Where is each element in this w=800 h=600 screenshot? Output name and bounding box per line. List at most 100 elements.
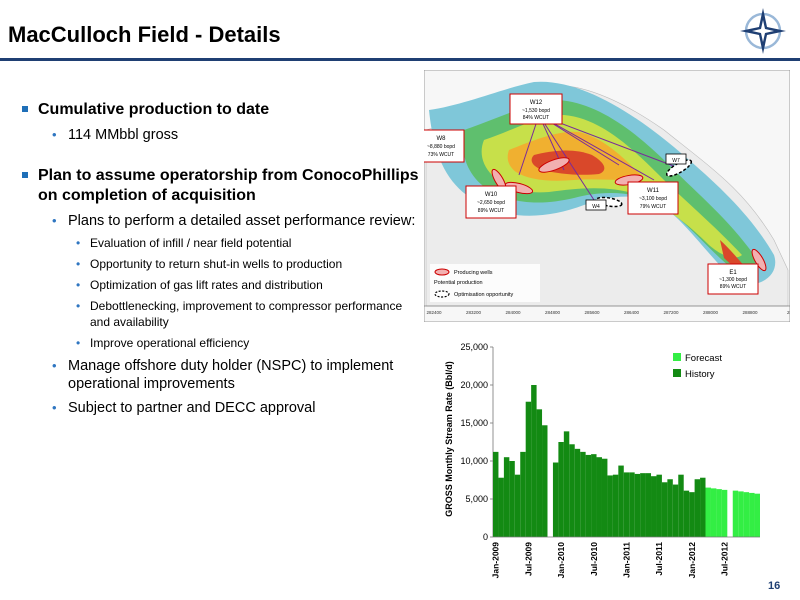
- map-label-w4: W4: [585, 199, 607, 211]
- svg-text:84% WCUT: 84% WCUT: [523, 115, 549, 121]
- sub-bullet-gas-lift: Optimization of gas lift rates and distr…: [20, 277, 420, 293]
- bullet-gross-volume: 114 MMbbl gross: [20, 126, 420, 144]
- chart-y-tick-label: 25,000: [460, 342, 488, 352]
- svg-text:W10: W10: [485, 192, 498, 198]
- chart-bar-history: [509, 461, 515, 537]
- chart-x-tick-label: Jul-2010: [589, 542, 599, 576]
- map-label-w11: W11 ~3,100 bopd 79% WCUT: [627, 181, 679, 215]
- chart-bar-history: [667, 479, 673, 537]
- chart-x-tick-label: Jan-2010: [556, 542, 566, 579]
- chart-bar-history: [645, 473, 652, 537]
- chart-bar-history: [591, 454, 597, 537]
- map-label-w10: W10 ~2,650 bopd 89% WCUT: [465, 185, 517, 219]
- svg-text:W11: W11: [647, 188, 660, 194]
- chart-bar-history: [503, 457, 510, 537]
- chart-bar-history: [574, 448, 581, 537]
- svg-text:Optimisation opportunity: Optimisation opportunity: [454, 292, 514, 298]
- page-number: 16: [768, 580, 781, 592]
- title-rule: [0, 58, 800, 61]
- chart-bar-history: [542, 425, 548, 537]
- chart-bar-history: [678, 474, 684, 537]
- chart-bar-history: [531, 385, 537, 537]
- field-map: W12 ~1,530 bopd 84% WCUT W8 ~8,880 bopd …: [424, 70, 790, 322]
- chart-bar-forecast: [732, 490, 739, 537]
- chart-x-tick-label: Jul-2011: [654, 542, 664, 576]
- chart-bar-history: [700, 477, 706, 537]
- map-x-tick-label: 28: [787, 310, 790, 315]
- chart-bar-history: [525, 401, 532, 537]
- chart-bar-history: [623, 472, 630, 537]
- chart-bar-history: [661, 482, 668, 537]
- chart-bar-history: [520, 451, 526, 537]
- production-chart: GROSS Monthly Stream Rate (Bbl/d) 0 5,000…: [444, 342, 760, 579]
- svg-text:79% WCUT: 79% WCUT: [640, 204, 666, 210]
- chart-bar-forecast: [749, 492, 755, 537]
- chart-bar-history: [656, 474, 662, 537]
- chart-x-tick-label: Jul-2012: [720, 542, 730, 576]
- chart-legend: Forecast History: [673, 353, 722, 380]
- chart-bar-history: [651, 476, 657, 537]
- chart-bar-history: [498, 477, 504, 537]
- map-x-tick-label: 288800: [742, 310, 758, 315]
- chart-bar-history: [596, 457, 602, 537]
- map-label-w7: W7: [665, 153, 687, 165]
- map-x-tick-label: 283200: [466, 310, 482, 315]
- chart-x-tick-label: Jan-2011: [622, 542, 632, 578]
- map-label-w8: W8 ~8,880 bopd 73% WCUT: [424, 129, 465, 163]
- chart-bar-forecast: [710, 488, 717, 537]
- map-x-tick-label: 288000: [703, 310, 719, 315]
- page-title: MacCulloch Field - Details: [8, 22, 281, 47]
- chart-y-tick-label: 5,000: [465, 494, 488, 504]
- map-x-tick-label: 286400: [624, 310, 640, 315]
- svg-text:~2,650 bopd: ~2,650 bopd: [477, 200, 505, 206]
- chart-bar-forecast: [716, 489, 722, 537]
- chart-bar-history: [683, 490, 690, 537]
- chart-bar-history: [694, 479, 701, 537]
- legend-label-history: History: [685, 369, 715, 380]
- chart-y-tick-label: 10,000: [460, 456, 488, 466]
- compass-star-logo-icon: [740, 8, 786, 54]
- chart-y-tick-label: 0: [483, 532, 488, 542]
- svg-text:W8: W8: [437, 136, 447, 142]
- chart-bar-history: [552, 462, 559, 537]
- map-x-ticks: 282400 283200 284000 284800 285600 286400 2872…: [426, 310, 790, 315]
- chart-bar-forecast: [721, 489, 728, 537]
- chart-bar-history: [612, 474, 619, 537]
- map-x-tick-label: 282400: [426, 310, 442, 315]
- chart-bar-history: [689, 492, 695, 537]
- map-x-tick-label: 287200: [663, 310, 679, 315]
- chart-bar-history: [585, 454, 592, 537]
- bullet-partner-approval: Subject to partner and DECC approval: [20, 399, 420, 417]
- svg-text:W12: W12: [530, 100, 543, 106]
- chart-bar-history: [514, 474, 521, 537]
- chart-bar-forecast: [705, 487, 711, 537]
- legend-swatch-forecast: [673, 353, 681, 361]
- chart-bar-history: [640, 473, 646, 537]
- svg-text:W4: W4: [592, 204, 600, 210]
- chart-bar-history: [629, 472, 635, 537]
- chart-bar-history: [569, 444, 575, 537]
- map-label-w12: W12 ~1,530 bopd 84% WCUT: [509, 93, 563, 125]
- chart-bar-history: [558, 442, 564, 537]
- chart-bar-forecast: [754, 493, 760, 537]
- chart-x-tick-label: Jan-2009: [491, 542, 501, 579]
- sub-bullet-operational-efficiency: Improve operational efficiency: [20, 335, 420, 351]
- chart-y-axis-title: GROSS Monthly Stream Rate (Bbl/d): [444, 361, 454, 517]
- chart-bar-history: [563, 431, 570, 537]
- svg-text:~1,530 bopd: ~1,530 bopd: [522, 108, 550, 114]
- legend-swatch-history: [673, 369, 681, 377]
- svg-text:E1: E1: [729, 270, 737, 276]
- chart-bar-history: [634, 473, 641, 537]
- sub-bullet-infill: Evaluation of infill / near field potent…: [20, 235, 420, 251]
- bullet-asset-review: Plans to perform a detailed asset perfor…: [20, 212, 420, 230]
- svg-text:89% WCUT: 89% WCUT: [720, 284, 746, 290]
- chart-bar-forecast: [743, 492, 750, 537]
- chart-bar-history: [601, 458, 608, 537]
- chart-bar-forecast: [738, 491, 744, 537]
- svg-text:~1,300 bopd: ~1,300 bopd: [719, 277, 747, 283]
- svg-text:89% WCUT: 89% WCUT: [478, 208, 504, 214]
- svg-text:Potential production: Potential production: [434, 280, 483, 286]
- svg-text:73% WCUT: 73% WCUT: [428, 152, 454, 158]
- chart-bar-history: [618, 465, 624, 537]
- chart-bar-history: [493, 451, 499, 537]
